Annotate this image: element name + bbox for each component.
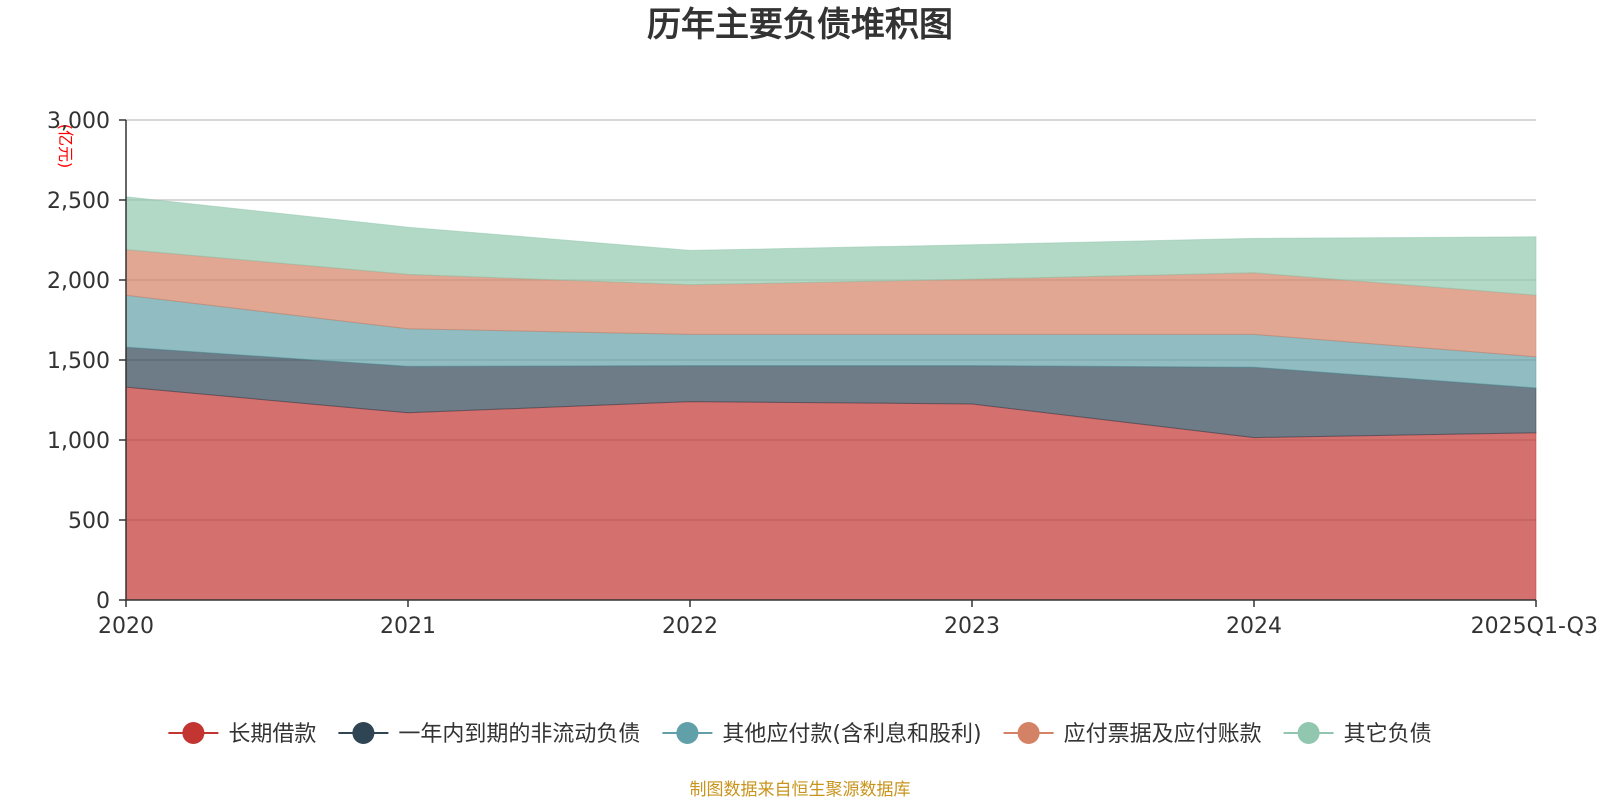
y-tick-label: 500: [68, 509, 110, 534]
y-tick-label: 2,500: [47, 189, 110, 214]
legend-label: 应付票据及应付账款: [1064, 722, 1262, 747]
y-tick-label: 3,000: [47, 109, 110, 134]
legend-item-3[interactable]: 其他应付款(含利息和股利): [662, 722, 982, 747]
y-tick-label: 0: [96, 589, 110, 614]
x-tick-label: 2021: [380, 614, 436, 639]
legend-marker: [182, 722, 205, 744]
legend-marker: [676, 722, 699, 744]
y-tick-label: 2,000: [47, 269, 110, 294]
legend-item-5[interactable]: 其它负债: [1283, 722, 1432, 747]
legend: 长期借款 一年内到期的非流动负债 其他应付款(含利息和股利) 应付票据及应付账款 其它负…: [168, 722, 1432, 747]
data-source-note: 制图数据来自恒生聚源数据库: [690, 780, 911, 800]
y-tick-label: 1,000: [47, 429, 110, 454]
x-tick-label: 2020: [98, 614, 154, 639]
legend-label: 长期借款: [228, 722, 316, 747]
legend-item-4[interactable]: 应付票据及应付账款: [1003, 722, 1262, 747]
x-tick-label: 2024: [1226, 614, 1282, 639]
y-tick-label: 1,500: [47, 349, 110, 374]
legend-label: 其它负债: [1344, 722, 1432, 747]
legend-marker: [352, 722, 375, 744]
axes: 0 500 1,000 1,500 2,000 2,500 3,000 2020 2021 202…: [47, 109, 1598, 639]
x-tick-label: 2023: [944, 614, 1000, 639]
area-series-5: [125, 196, 1537, 296]
area-series-layer: [125, 196, 1537, 601]
chart-title: 历年主要负债堆积图: [647, 5, 953, 45]
legend-marker: [1297, 722, 1320, 744]
legend-marker: [1017, 722, 1040, 744]
x-tick-label: 2025Q1-Q3: [1471, 614, 1598, 639]
legend-label: 一年内到期的非流动负债: [398, 722, 640, 747]
legend-item-2[interactable]: 一年内到期的非流动负债: [338, 722, 640, 747]
legend-label: 其他应付款(含利息和股利): [722, 722, 981, 747]
x-tick-label: 2022: [662, 614, 718, 639]
legend-item-1[interactable]: 长期借款: [168, 722, 316, 747]
y-axis-unit-label: (亿元): [56, 124, 75, 169]
